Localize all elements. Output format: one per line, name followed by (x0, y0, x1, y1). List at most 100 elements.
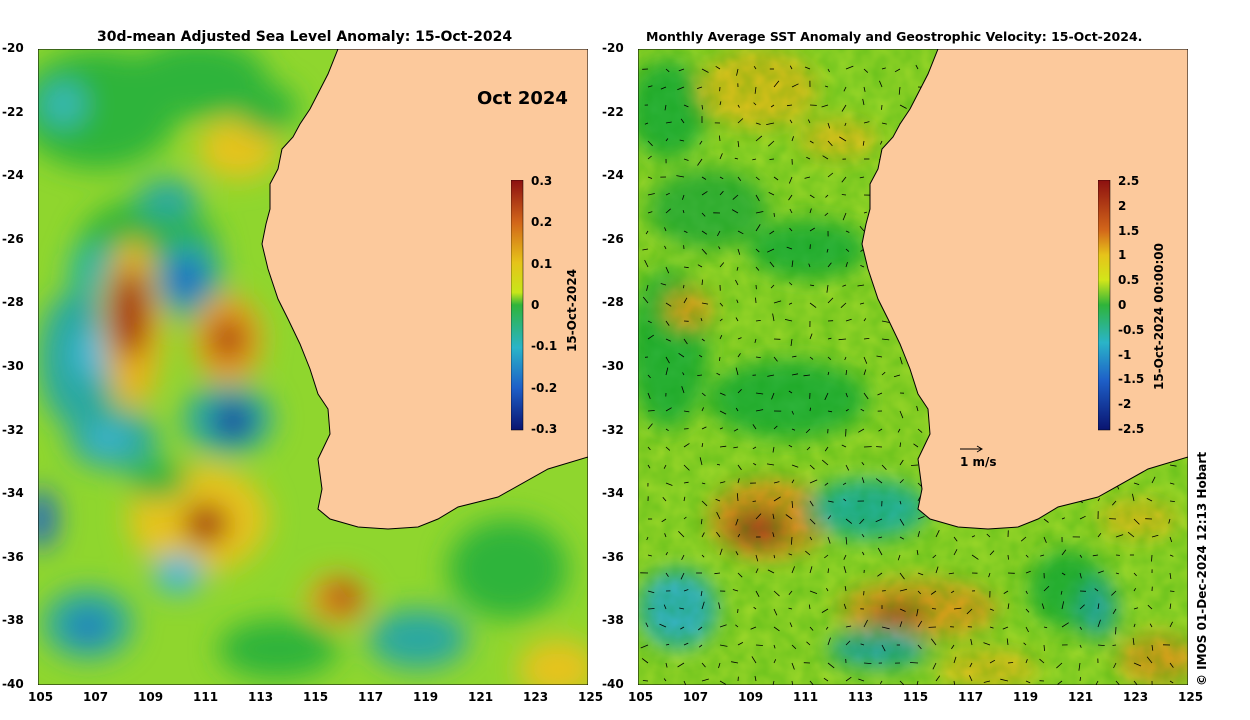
velocity-arrow (737, 140, 740, 148)
velocity-arrow (768, 140, 775, 147)
right-lon-tick: 119 (1013, 690, 1039, 704)
velocity-arrow (719, 427, 723, 430)
velocity-arrow (845, 676, 852, 682)
velocity-arrow (680, 626, 685, 630)
velocity-arrow (766, 122, 775, 125)
velocity-arrow (909, 662, 919, 664)
velocity-arrow (1168, 518, 1171, 524)
velocity-arrow (755, 248, 760, 253)
velocity-arrow (755, 320, 761, 322)
velocity-arrow (880, 140, 883, 145)
velocity-arrow (1003, 590, 1009, 594)
velocity-arrow (809, 284, 815, 287)
velocity-arrow (767, 248, 775, 253)
velocity-arrow (791, 536, 793, 545)
sea-level-anomaly-map (38, 49, 588, 685)
velocity-arrow (701, 662, 706, 668)
velocity-arrow (789, 622, 793, 628)
velocity-arrow (917, 516, 925, 520)
velocity-arrow (898, 86, 901, 95)
velocity-arrow (731, 209, 739, 214)
velocity-arrow (1169, 482, 1175, 485)
velocity-arrow (859, 518, 865, 525)
velocity-arrow (770, 284, 775, 289)
velocity-arrow (665, 320, 670, 326)
velocity-arrow (1061, 572, 1066, 576)
velocity-arrow (839, 136, 847, 142)
velocity-arrow (785, 514, 793, 520)
velocity-arrow (881, 626, 890, 630)
velocity-arrow (1007, 603, 1010, 610)
velocity-arrow (752, 446, 757, 450)
velocity-arrow (899, 104, 907, 109)
colorbar-tick: -0.3 (531, 422, 558, 436)
velocity-arrow (1041, 603, 1045, 610)
velocity-arrow (1169, 464, 1177, 467)
velocity-arrow (1112, 608, 1117, 615)
velocity-arrow (845, 640, 851, 646)
sea-level-colorbar-label: 15-Oct-2024 (565, 268, 579, 352)
velocity-arrow (966, 608, 973, 615)
velocity-arrow (841, 444, 847, 448)
velocity-arrow (843, 566, 847, 574)
velocity-arrow (845, 230, 850, 233)
velocity-arrow (681, 554, 685, 560)
velocity-arrow (805, 550, 811, 556)
velocity-arrow (719, 445, 727, 448)
velocity-arrow (769, 230, 775, 235)
velocity-arrow (862, 551, 865, 556)
velocity-arrow (897, 554, 901, 561)
velocity-arrow (662, 496, 667, 502)
velocity-arrow (683, 642, 689, 646)
velocity-arrow (894, 68, 901, 73)
right-lat-tick: -20 (602, 41, 624, 55)
sst-colorbar (1098, 180, 1111, 431)
velocity-arrow (755, 224, 761, 232)
velocity-arrow (734, 157, 739, 160)
velocity-arrow (953, 680, 956, 685)
velocity-arrow (719, 392, 726, 396)
velocity-arrow (932, 554, 937, 559)
colorbar-tick: 0.1 (531, 256, 553, 271)
colorbar-tick: 2.5 (1118, 174, 1140, 188)
velocity-arrow (665, 121, 672, 124)
velocity-arrow (701, 104, 703, 110)
velocity-arrow (699, 140, 703, 145)
velocity-arrow (755, 392, 764, 395)
velocity-arrow (737, 642, 744, 646)
velocity-arrow (773, 481, 780, 484)
colorbar-tick: 0 (1118, 298, 1127, 312)
velocity-arrow (1133, 482, 1140, 485)
velocity-arrow (899, 572, 905, 580)
velocity-arrow (660, 283, 667, 286)
velocity-arrow (754, 86, 757, 94)
velocity-arrow (664, 533, 667, 538)
velocity-arrow (989, 608, 994, 611)
velocity-arrow (824, 392, 829, 401)
velocity-arrow (821, 459, 829, 466)
velocity-arrow (732, 589, 739, 592)
velocity-arrow (719, 644, 728, 647)
velocity-arrow (1151, 534, 1159, 538)
velocity-arrow (735, 279, 739, 286)
velocity-arrow (1151, 644, 1154, 651)
velocity-arrow (1169, 554, 1174, 557)
right-lat-tick: -22 (602, 104, 624, 119)
velocity-arrow (719, 262, 725, 268)
velocity-arrow (641, 658, 649, 664)
velocity-arrow (791, 136, 794, 142)
velocity-arrow (824, 446, 829, 452)
velocity-arrow (755, 266, 760, 271)
velocity-arrow (647, 464, 651, 469)
velocity-arrow (737, 230, 744, 235)
velocity-arrow (1007, 662, 1014, 664)
velocity-arrow (770, 104, 775, 108)
velocity-arrow (717, 230, 721, 237)
velocity-arrow (678, 352, 685, 358)
velocity-arrow (1078, 662, 1081, 671)
velocity-arrow (647, 608, 655, 610)
velocity-arrow (915, 64, 919, 70)
velocity-arrow (953, 607, 962, 610)
velocity-arrow (683, 266, 689, 269)
velocity-arrow (665, 643, 670, 646)
